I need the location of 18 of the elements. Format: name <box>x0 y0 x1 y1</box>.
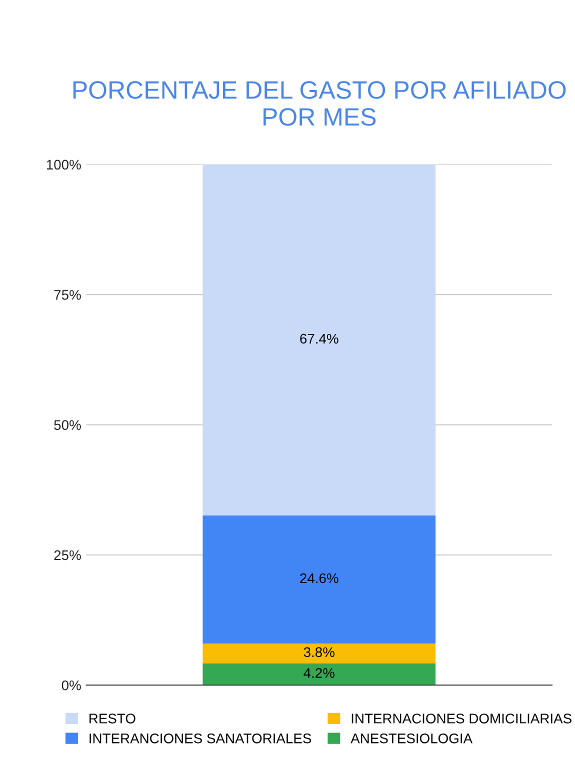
legend-label: INTERANCIONES SANATORIALES <box>90 734 312 744</box>
legend-label: INTERNACIONES DOMICILIARIAS <box>352 714 572 724</box>
legend-label: ANESTESIOLOGIA <box>350 734 473 744</box>
bar <box>202 164 436 516</box>
y-tick-label: 75% <box>54 290 81 300</box>
y-tick-label: 50% <box>54 420 81 430</box>
data-label: 4.2% <box>304 668 334 678</box>
bar <box>202 663 436 686</box>
data-label: 67.4% <box>300 334 338 344</box>
legend-label: RESTO <box>90 714 136 724</box>
y-tick-label: 25% <box>54 550 81 560</box>
bar <box>202 643 436 664</box>
data-label: 3.8% <box>304 647 334 658</box>
y-tick-label: 0% <box>62 680 81 690</box>
y-tick-label: 100% <box>46 160 81 170</box>
bar <box>202 515 436 644</box>
chart-title: PORCENTAJE DEL GASTO POR AFILIADO POR MES <box>73 81 566 126</box>
data-label: 24.6% <box>300 573 338 584</box>
